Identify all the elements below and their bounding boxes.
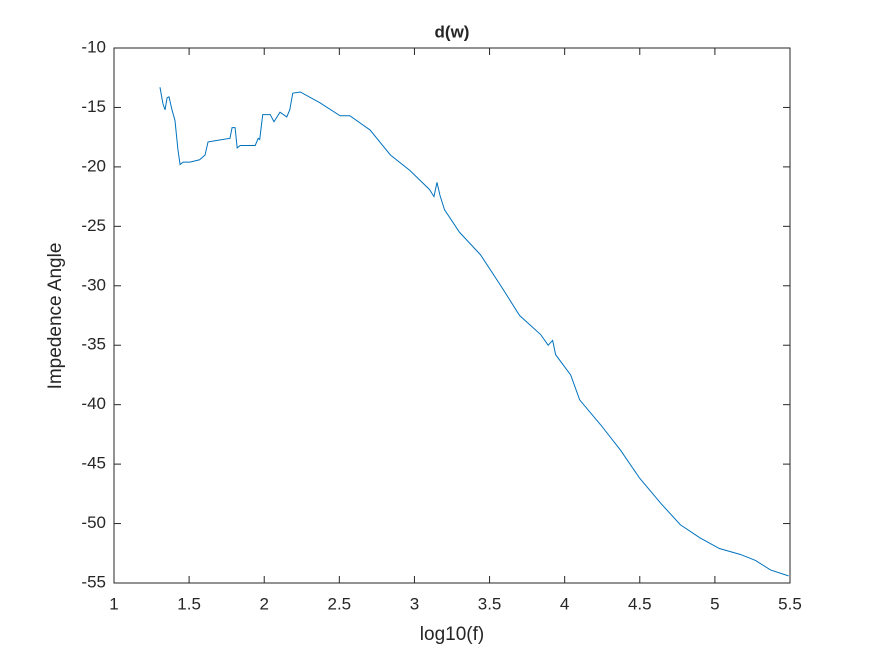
y-tick-label: -30 <box>81 275 106 294</box>
x-tick-label: 1 <box>109 594 118 613</box>
x-tick-label: 4.5 <box>628 594 652 613</box>
data-line <box>159 87 789 577</box>
y-axis-label: Impedence Angle <box>45 243 66 390</box>
x-tick-label: 1.5 <box>177 594 201 613</box>
y-tick-label: -40 <box>81 394 106 413</box>
x-tick-label: 3 <box>410 594 419 613</box>
y-tick-label: -55 <box>81 572 106 591</box>
x-tick-label: 4 <box>560 594 569 613</box>
x-tick-label: 2 <box>259 594 268 613</box>
y-tick-label: -35 <box>81 335 106 354</box>
y-tick-label: -25 <box>81 216 106 235</box>
y-tick-label: -15 <box>81 97 106 116</box>
x-tick-label: 5 <box>710 594 719 613</box>
x-axis-label: log10(f) <box>420 624 484 645</box>
y-tick-label: -10 <box>81 37 106 56</box>
x-tick-label: 3.5 <box>478 594 502 613</box>
y-tick-label: -50 <box>81 513 106 532</box>
x-tick-label: 2.5 <box>328 594 352 613</box>
x-tick-label: 5.5 <box>778 594 802 613</box>
chart-title: d(w) <box>435 22 470 41</box>
y-tick-label: -20 <box>81 156 106 175</box>
plot-area <box>113 47 791 584</box>
y-tick-label: -45 <box>81 454 106 473</box>
